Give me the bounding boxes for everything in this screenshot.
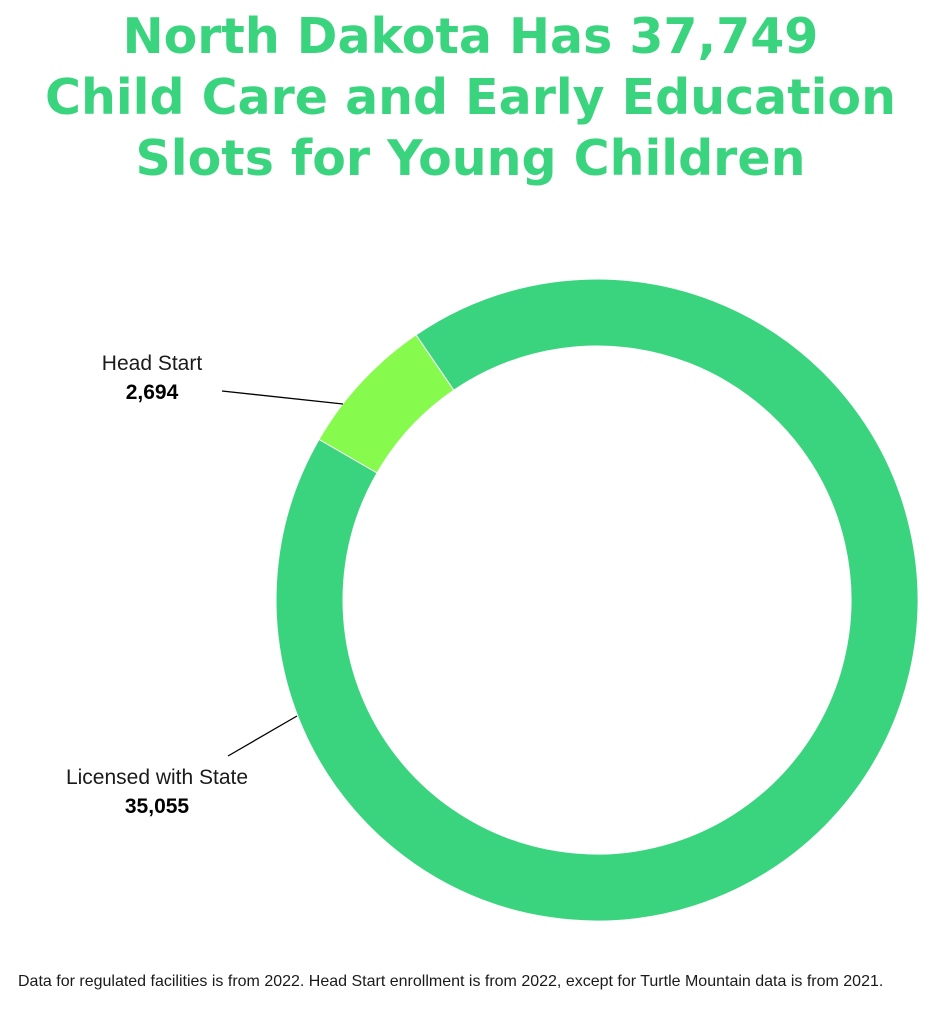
slice-licensed-with-state [275,278,919,922]
licensed-label: Licensed with State [66,766,248,789]
title-line-3: Slots for Young Children [135,130,806,187]
donut-slices [275,278,919,922]
head-start-value: 2,694 [126,381,179,404]
head-start-label: Head Start [102,352,203,375]
licensed-value: 35,055 [125,795,190,818]
title-line-2: Child Care and Early Education [45,69,896,126]
title-line-1: North Dakota Has 37,749 [122,8,819,65]
footnote: Data for regulated facilities is from 20… [18,973,884,990]
donut-chart: Head Start 2,694 Licensed with State 35,… [66,278,919,922]
licensed-leader-line [227,715,298,757]
head-start-leader-line [221,390,344,405]
chart-title: North Dakota Has 37,749 Child Care and E… [0,6,941,189]
